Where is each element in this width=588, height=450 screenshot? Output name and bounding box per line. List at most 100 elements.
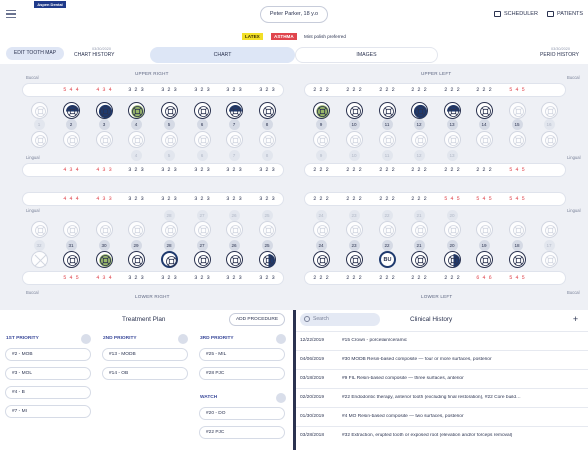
menu-icon[interactable] (6, 10, 16, 18)
tooth-lower-lingual-blank[interactable] (127, 220, 145, 238)
tooth-lower-9[interactable] (312, 250, 330, 268)
history-search-input[interactable]: Search (300, 313, 380, 326)
tooth-lower-lingual[interactable] (225, 220, 243, 238)
tooth-upper-lingual[interactable] (378, 130, 396, 148)
tooth-lower-7[interactable] (225, 250, 243, 268)
treatment-item[interactable]: #2 - MOB (5, 348, 91, 361)
perio-value: 2 2 2 (346, 167, 362, 173)
history-row[interactable]: 04/06/2019 #30 MODB Resin-based composite… (296, 350, 588, 369)
treatment-plan-title: Treatment Plan (122, 316, 166, 323)
priority-3-toggle[interactable] (276, 334, 286, 344)
tooth-lower-lingual[interactable] (378, 220, 396, 238)
tooth-upper-1[interactable] (30, 101, 48, 119)
tooth-lower-lingual-blank[interactable] (62, 220, 80, 238)
tab-chart[interactable]: CHART (150, 47, 295, 63)
tooth-lower-lingual[interactable] (258, 220, 276, 238)
history-row[interactable]: 01/30/2019 #4 MO Resin-based composite — … (296, 407, 588, 426)
tooth-upper-12[interactable] (410, 101, 428, 119)
tooth-upper-7[interactable] (225, 101, 243, 119)
tooth-lower-lingual-blank[interactable] (475, 220, 493, 238)
tooth-upper-lingual[interactable] (312, 130, 330, 148)
add-history-button[interactable]: + (569, 313, 582, 326)
tooth-upper-lingual-blank[interactable] (475, 130, 493, 148)
treatment-item[interactable]: #14 - OB (102, 367, 188, 380)
treatment-item[interactable]: #20 - DO (199, 407, 285, 420)
perio-bar-upper-lingual-right (22, 163, 284, 177)
watch-toggle[interactable] (276, 393, 286, 403)
tooth-lower-14[interactable] (475, 250, 493, 268)
tab-images[interactable]: IMAGES (295, 47, 438, 63)
panel-divider[interactable] (293, 310, 296, 450)
edit-tooth-map-button[interactable]: EDIT TOOTH MAP (6, 47, 64, 60)
tooth-upper-4[interactable] (127, 101, 145, 119)
tooth-upper-lingual[interactable] (193, 130, 211, 148)
tooth-upper-lingual[interactable] (258, 130, 276, 148)
tooth-upper-lingual-blank[interactable] (540, 130, 558, 148)
tooth-lower-lingual-blank[interactable] (95, 220, 113, 238)
tooth-lower-2[interactable] (62, 250, 80, 268)
tooth-upper-lingual-blank[interactable] (62, 130, 80, 148)
tooth-lower-lingual[interactable] (160, 220, 178, 238)
tooth-lower-lingual-blank[interactable] (508, 220, 526, 238)
treatment-item[interactable]: #22 PJC (199, 426, 285, 439)
tooth-upper-lingual[interactable] (225, 130, 243, 148)
treatment-item[interactable]: #28 PJC (199, 367, 285, 380)
tooth-upper-lingual-blank[interactable] (508, 130, 526, 148)
tooth-lower-8[interactable] (258, 250, 276, 268)
history-row[interactable]: 03/18/2019 #9 FIL Resin-based composite —… (296, 369, 588, 388)
tooth-lower-16[interactable] (540, 250, 558, 268)
tooth-lower-5[interactable] (160, 250, 178, 268)
add-procedure-button[interactable]: ADD PROCEDURE (229, 313, 285, 326)
tooth-upper-lingual[interactable] (127, 130, 145, 148)
tooth-upper-10[interactable] (345, 101, 363, 119)
tooth-upper-2[interactable] (62, 101, 80, 119)
tooth-upper-13[interactable] (443, 101, 461, 119)
priority-2-toggle[interactable] (178, 334, 188, 344)
tooth-lower-15[interactable] (508, 250, 526, 268)
chart-history-tab[interactable]: CHART HISTORY (74, 52, 115, 58)
tooth-upper-9[interactable] (312, 101, 330, 119)
scheduler-link[interactable]: SCHEDULER (494, 11, 538, 17)
treatment-item[interactable]: #3 - MOL (5, 367, 91, 380)
treatment-item[interactable]: #7 - MI (5, 405, 91, 418)
tooth-upper-lingual[interactable] (345, 130, 363, 148)
tooth-upper-lingual-blank[interactable] (95, 130, 113, 148)
tooth-lower-lingual[interactable] (193, 220, 211, 238)
tooth-upper-lingual[interactable] (160, 130, 178, 148)
tooth-lower-1[interactable] (30, 250, 48, 268)
tooth-upper-lingual[interactable] (443, 130, 461, 148)
perio-history-tab[interactable]: PERIO HISTORY (540, 52, 579, 58)
history-row[interactable]: 12/22/2019 #15 Crown - porcelain/ceramic (296, 331, 588, 350)
tooth-upper-11[interactable] (378, 101, 396, 119)
treatment-item[interactable]: #13 - MODB (102, 348, 188, 361)
tooth-upper-14[interactable] (475, 101, 493, 119)
history-row[interactable]: 02/20/2019 #22 Endodontic therapy, anteri… (296, 388, 588, 407)
tooth-lower-lingual-blank[interactable] (30, 220, 48, 238)
treatment-item[interactable]: #25 - MIL (199, 348, 285, 361)
tooth-lower-6[interactable] (193, 250, 211, 268)
tooth-lower-lingual[interactable] (443, 220, 461, 238)
tooth-upper-15[interactable] (508, 101, 526, 119)
tooth-lower-lingual[interactable] (410, 220, 428, 238)
tooth-upper-lingual-blank[interactable] (30, 130, 48, 148)
tooth-lower-12[interactable] (410, 250, 428, 268)
tooth-upper-3[interactable] (95, 101, 113, 119)
patient-selector[interactable]: Peter Parker, 18 y.o (260, 6, 328, 23)
tooth-lower-13[interactable] (443, 250, 461, 268)
tooth-lower-lingual[interactable] (312, 220, 330, 238)
tooth-upper-6[interactable] (193, 101, 211, 119)
treatment-item[interactable]: #4 - B (5, 386, 91, 399)
tooth-lower-3[interactable] (95, 250, 113, 268)
tooth-upper-lingual[interactable] (410, 130, 428, 148)
patients-link[interactable]: PATIENTS (547, 11, 583, 17)
tooth-upper-5[interactable] (160, 101, 178, 119)
tooth-upper-8[interactable] (258, 101, 276, 119)
priority-1-toggle[interactable] (81, 334, 91, 344)
tooth-lower-11[interactable]: BU (378, 250, 396, 268)
tooth-lower-10[interactable] (345, 250, 363, 268)
tooth-lower-lingual-blank[interactable] (540, 220, 558, 238)
tooth-lower-lingual[interactable] (345, 220, 363, 238)
tooth-upper-16[interactable] (540, 101, 558, 119)
history-row[interactable]: 03/28/2018 #32 Extraction, erupted tooth … (296, 426, 588, 445)
tooth-lower-4[interactable] (127, 250, 145, 268)
